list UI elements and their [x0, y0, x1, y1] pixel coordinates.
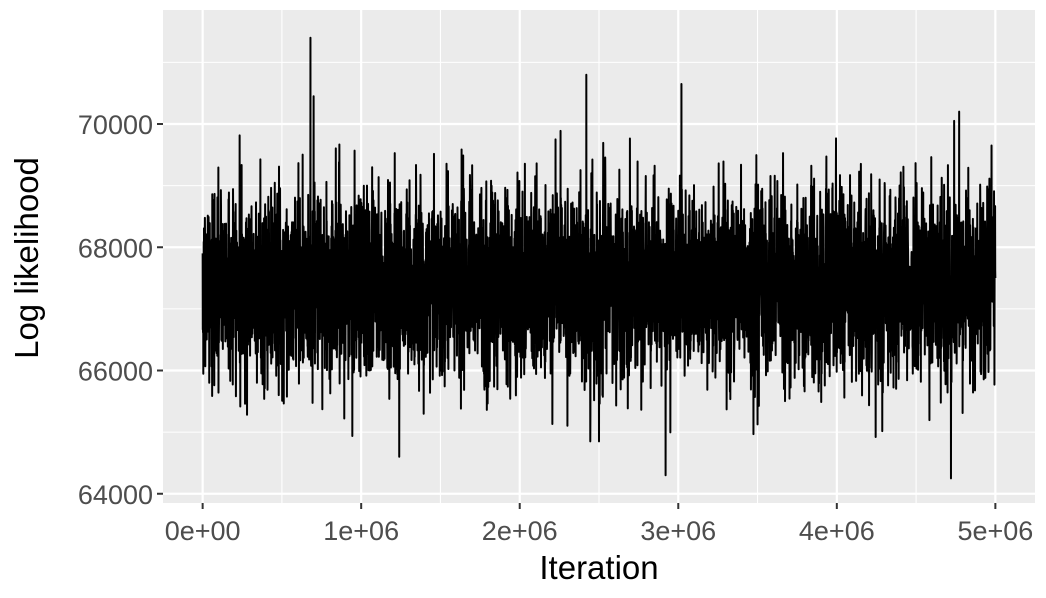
x-tick-label: 4e+06: [799, 516, 875, 546]
y-tick-label: 64000: [78, 480, 153, 510]
x-tick-label: 2e+06: [482, 516, 558, 546]
trace-line: [201, 36, 997, 480]
y-axis: 64000 66000 68000 70000: [78, 110, 163, 510]
x-axis: 0e+00 1e+06 2e+06 3e+06 4e+06 5e+06: [165, 503, 1033, 546]
y-tick-label: 68000: [78, 233, 153, 263]
y-tick-label: 70000: [78, 110, 153, 140]
y-tick-label: 66000: [78, 357, 153, 387]
x-axis-title: Iteration: [539, 549, 658, 586]
x-tick-label: 1e+06: [323, 516, 399, 546]
x-tick-label: 3e+06: [640, 516, 716, 546]
x-tick-label: 5e+06: [957, 516, 1033, 546]
y-axis-title: Log likelihood: [8, 157, 45, 359]
x-tick-label: 0e+00: [165, 516, 241, 546]
